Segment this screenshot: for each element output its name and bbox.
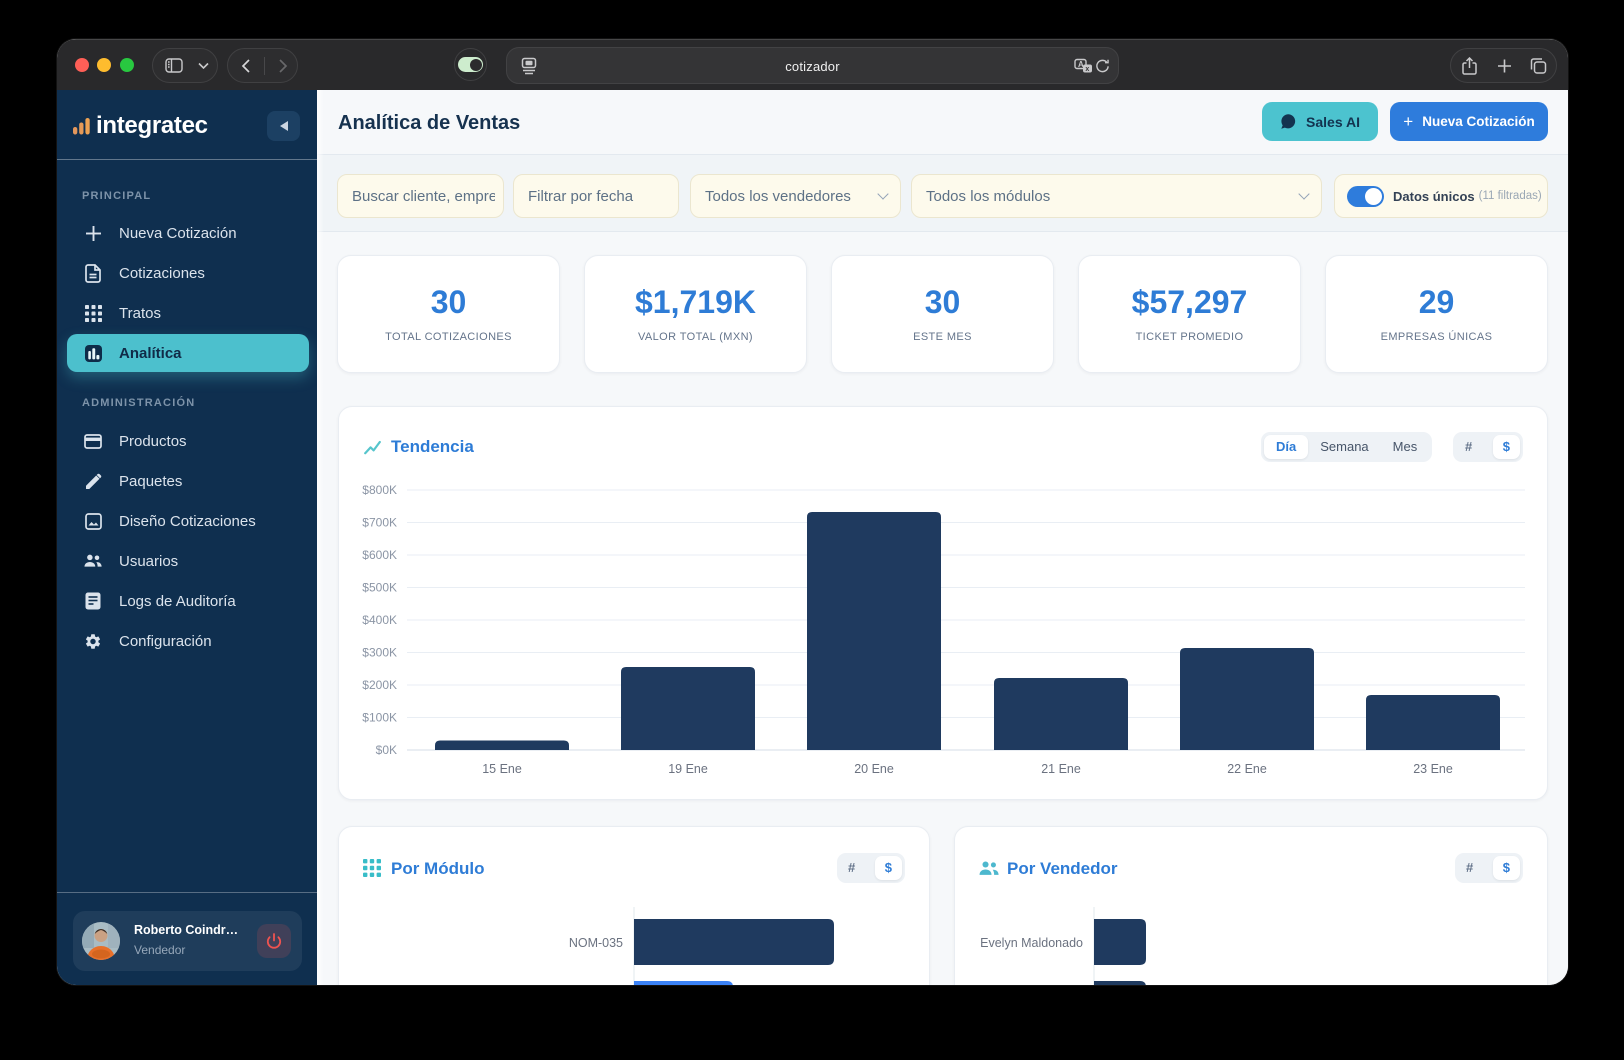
svg-text:x: x [1085,66,1089,73]
svg-text:22 Ene: 22 Ene [1227,762,1267,776]
svg-text:15 Ene: 15 Ene [482,762,522,776]
svg-text:$300K: $300K [362,646,397,660]
svg-text:20 Ene: 20 Ene [854,762,894,776]
svg-text:A: A [1078,60,1084,69]
svg-text:$700K: $700K [362,516,397,530]
svg-text:19 Ene: 19 Ene [668,762,708,776]
svg-text:21 Ene: 21 Ene [1041,762,1081,776]
svg-text:$400K: $400K [362,613,397,627]
svg-text:$200K: $200K [362,678,397,692]
svg-text:$0K: $0K [376,743,397,757]
svg-text:NOM-035: NOM-035 [569,936,623,950]
svg-text:Evelyn Maldonado: Evelyn Maldonado [980,936,1083,950]
svg-text:$800K: $800K [362,483,397,497]
svg-text:$100K: $100K [362,711,397,725]
svg-text:$500K: $500K [362,581,397,595]
svg-text:23 Ene: 23 Ene [1413,762,1453,776]
svg-text:$600K: $600K [362,548,397,562]
